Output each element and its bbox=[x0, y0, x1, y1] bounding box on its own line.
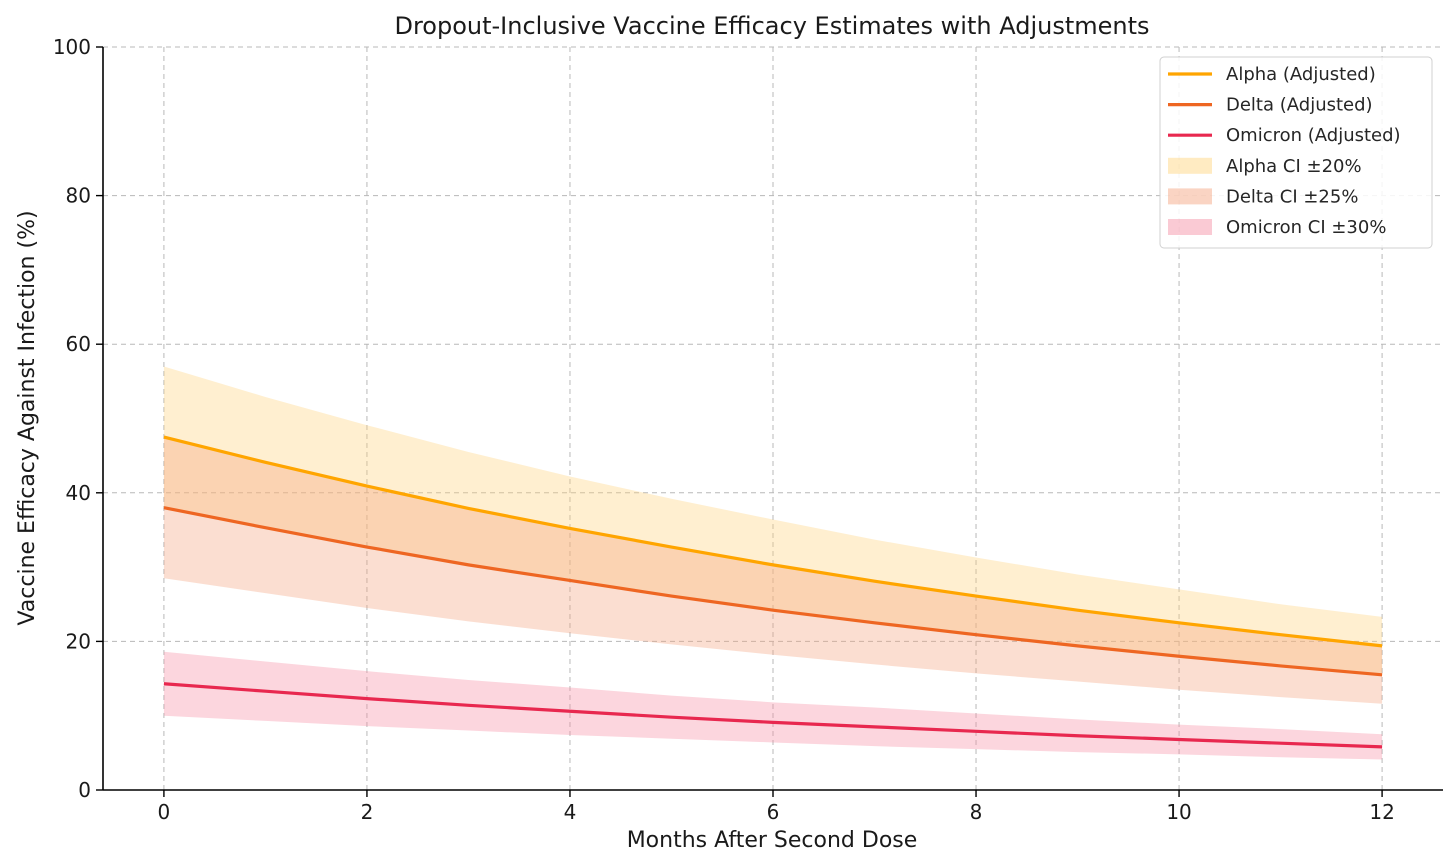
y-tick-label: 0 bbox=[78, 778, 91, 802]
x-tick-label: 8 bbox=[970, 800, 983, 824]
x-tick-label: 12 bbox=[1369, 800, 1394, 824]
x-tick-label: 4 bbox=[564, 800, 577, 824]
legend-entry-label: Delta (Adjusted) bbox=[1226, 95, 1373, 116]
x-axis-ticks: 0 2 4 6 8 10 12 bbox=[158, 790, 1395, 824]
y-tick-label: 60 bbox=[66, 332, 91, 356]
band-omicron-ci bbox=[163, 651, 1383, 760]
x-tick-label: 2 bbox=[361, 800, 374, 824]
confidence-bands bbox=[163, 366, 1383, 760]
series-line-alpha bbox=[163, 435, 1383, 648]
series-line-delta bbox=[163, 506, 1383, 677]
legend-entry-label: Delta CI ±25% bbox=[1226, 186, 1358, 207]
band-delta-ci bbox=[163, 437, 1383, 704]
legend: Alpha (Adjusted) Delta (Adjusted) Omicron … bbox=[1159, 56, 1433, 249]
series-line-omicron bbox=[163, 682, 1383, 749]
y-tick-label: 40 bbox=[66, 481, 91, 505]
x-tick-label: 10 bbox=[1166, 800, 1191, 824]
legend-swatch-band bbox=[1168, 188, 1212, 205]
legend-swatch-band bbox=[1168, 219, 1212, 235]
y-tick-label: 20 bbox=[66, 629, 91, 653]
band-alpha-ci bbox=[163, 366, 1383, 675]
y-axis-label: Vaccine Efficacy Against Infection (%) bbox=[15, 210, 40, 625]
x-tick-label: 6 bbox=[767, 800, 780, 824]
legend-box bbox=[1159, 56, 1433, 249]
y-tick-label: 80 bbox=[66, 184, 91, 208]
legend-entry-label: Alpha CI ±20% bbox=[1226, 156, 1362, 177]
y-tick-label: 100 bbox=[53, 35, 91, 59]
legend-swatch-band bbox=[1168, 157, 1212, 174]
y-axis-ticks: 0 20 40 60 80 100 bbox=[53, 35, 103, 802]
series-lines bbox=[163, 435, 1383, 749]
legend-entry-label: Omicron (Adjusted) bbox=[1226, 125, 1401, 146]
chart-title: Dropout-Inclusive Vaccine Efficacy Estim… bbox=[394, 12, 1149, 40]
x-axis-label: Months After Second Dose bbox=[627, 828, 918, 853]
legend-entry-label: Omicron CI ±30% bbox=[1226, 217, 1386, 238]
legend-entry-label: Alpha (Adjusted) bbox=[1226, 64, 1376, 85]
x-tick-label: 0 bbox=[158, 800, 171, 824]
